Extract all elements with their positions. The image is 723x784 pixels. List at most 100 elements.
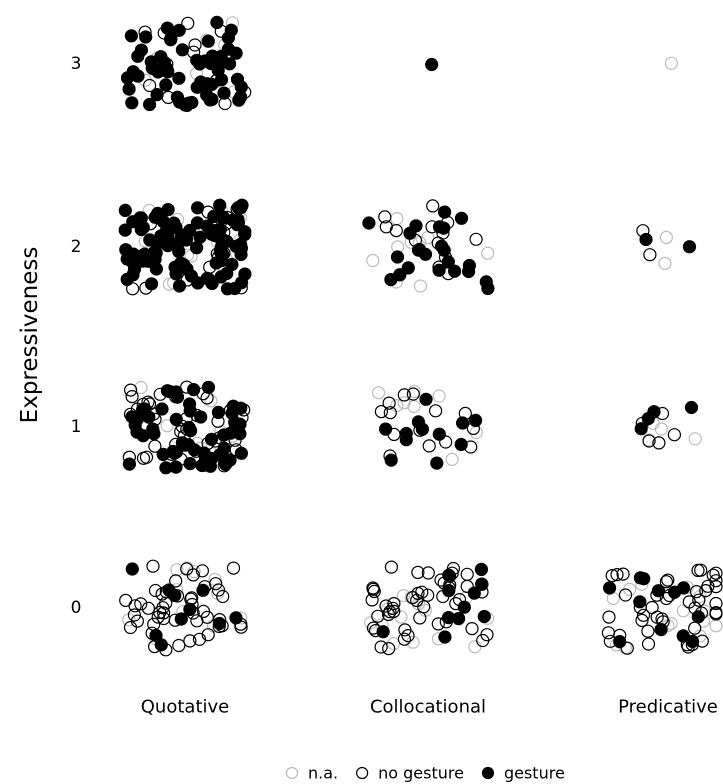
point-ge-quotative-3	[157, 55, 171, 69]
point-ge-quotative-2	[151, 206, 165, 220]
legend-label-ge: gesture	[504, 764, 565, 783]
point-ge-quotative-3	[124, 29, 138, 43]
point-ge-quotative-3	[223, 57, 237, 71]
point-ge-quotative-2	[120, 252, 134, 266]
point-ge-quotative-3	[211, 63, 225, 77]
point-ge-collocational-2	[409, 219, 423, 233]
point-ge-quotative-3	[164, 33, 178, 47]
point-ge-quotative-0	[183, 602, 197, 617]
point-no-predicative-0	[661, 573, 675, 587]
point-na-quotative-1	[134, 380, 148, 395]
point-ge-quotative-2	[172, 244, 186, 258]
point-no-predicative-0	[659, 575, 674, 589]
point-ge-quotative-1	[234, 446, 248, 460]
point-ge-quotative-3	[175, 43, 189, 57]
point-ge-quotative-2	[191, 276, 205, 290]
point-ge-collocational-2	[390, 250, 405, 264]
point-no-quotative-3	[188, 38, 202, 52]
point-ge-quotative-2	[209, 256, 223, 270]
point-ge-collocational-2	[432, 220, 447, 234]
point-no-predicative-0	[689, 584, 704, 599]
point-no-collocational-1	[439, 435, 453, 449]
point-ge-quotative-3	[201, 34, 215, 48]
point-no-predicative-1	[652, 436, 666, 450]
point-no-quotative-0	[211, 583, 226, 597]
point-ge-collocational-0	[452, 611, 466, 626]
point-na-quotative-0	[170, 563, 184, 577]
point-ge-collocational-2	[454, 211, 469, 225]
point-no-collocational-0	[480, 628, 494, 642]
point-no-predicative-0	[620, 641, 634, 655]
point-no-predicative-0	[641, 624, 655, 638]
point-ge-quotative-1	[131, 412, 145, 426]
point-ge-predicative-0	[602, 581, 617, 595]
point-ge-quotative-0	[174, 612, 188, 626]
point-ge-quotative-3	[172, 71, 186, 85]
point-ge-quotative-0	[196, 583, 210, 597]
point-ge-quotative-0	[125, 562, 139, 576]
point-na-collocational-2	[366, 253, 380, 268]
point-ge-predicative-0	[654, 622, 668, 637]
point-na-collocational-1	[407, 399, 421, 414]
point-no-collocational-2	[378, 210, 392, 224]
point-ge-collocational-0	[376, 625, 390, 639]
point-na-collocational-2	[413, 279, 427, 293]
point-ge-collocational-1	[419, 392, 433, 406]
point-ge-predicative-0	[633, 595, 647, 609]
point-ge-collocational-3	[425, 57, 439, 72]
point-no-predicative-0	[641, 637, 656, 651]
point-no-quotative-0	[195, 564, 209, 578]
point-ge-quotative-3	[159, 78, 173, 92]
point-ge-quotative-2	[235, 198, 249, 212]
point-no-quotative-0	[148, 583, 163, 598]
y-tick-0: 0	[71, 598, 82, 618]
point-ge-quotative-3	[143, 97, 157, 112]
point-ge-predicative-0	[676, 581, 691, 595]
point-ge-quotative-2	[225, 257, 239, 272]
point-ge-collocational-2	[448, 264, 462, 278]
point-ge-collocational-2	[441, 255, 455, 269]
point-ge-quotative-3	[160, 21, 174, 35]
point-ge-quotative-3	[232, 93, 246, 107]
point-no-quotative-0	[183, 634, 197, 648]
point-ge-collocational-2	[384, 273, 398, 287]
point-ge-quotative-3	[134, 43, 148, 57]
point-ge-quotative-3	[151, 65, 165, 79]
x-tick-labels: Quotative Collocational Predicative	[141, 697, 718, 718]
y-tick-1: 1	[71, 417, 82, 437]
point-ge-quotative-2	[191, 201, 205, 215]
point-no-collocational-1	[382, 396, 396, 410]
point-na-collocational-1	[432, 389, 446, 403]
point-ge-collocational-1	[415, 422, 429, 436]
point-no-predicative-0	[636, 608, 651, 622]
point-ge-quotative-2	[220, 282, 235, 296]
point-ge-quotative-2	[167, 216, 181, 230]
point-ge-quotative-1	[169, 385, 183, 399]
point-ge-quotative-2	[141, 254, 155, 268]
point-ge-collocational-1	[456, 416, 470, 430]
point-ge-quotative-2	[238, 267, 252, 281]
point-no-predicative-0	[601, 626, 616, 640]
point-no-quotative-0	[156, 601, 170, 615]
point-ge-collocational-0	[477, 609, 491, 624]
point-no-quotative-0	[169, 574, 183, 588]
point-no-predicative-0	[709, 596, 723, 611]
point-ge-quotative-3	[150, 87, 164, 102]
point-no-predicative-0	[694, 563, 708, 577]
point-ge-quotative-3	[125, 96, 139, 110]
point-ge-quotative-2	[231, 212, 245, 227]
point-ge-quotative-3	[205, 77, 219, 92]
point-no-collocational-0	[397, 632, 411, 646]
point-no-quotative-0	[196, 604, 211, 619]
point-ge-collocational-1	[430, 456, 444, 470]
point-ge-predicative-1	[684, 400, 699, 415]
point-no-collocational-0	[381, 607, 396, 622]
point-ge-collocational-2	[401, 261, 415, 275]
point-no-quotative-1	[124, 383, 138, 397]
point-no-quotative-0	[127, 608, 141, 622]
point-no-collocational-0	[460, 567, 474, 581]
point-na-collocational-0	[406, 635, 420, 649]
point-ge-predicative-0	[651, 584, 666, 598]
point-no-predicative-0	[709, 566, 723, 580]
legend-marker-no	[356, 766, 369, 780]
